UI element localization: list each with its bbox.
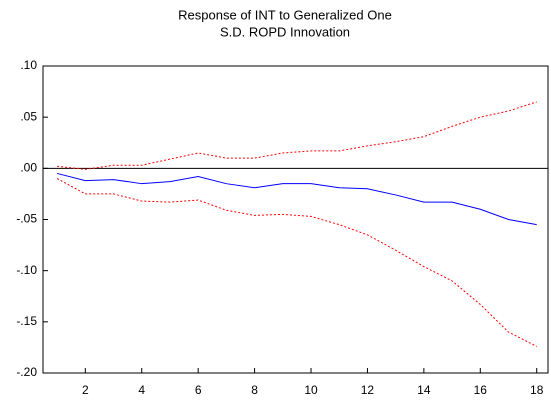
y-tick-label: -.15	[16, 314, 37, 328]
y-tick-label: .05	[20, 109, 37, 123]
y-tick-label: -.20	[16, 365, 37, 379]
x-tick-label: 16	[474, 383, 488, 397]
y-tick-label: .10	[20, 58, 37, 72]
x-tick-label: 4	[138, 383, 145, 397]
y-tick-label: .00	[20, 161, 37, 175]
x-tick-label: 8	[251, 383, 258, 397]
x-tick-label: 12	[361, 383, 375, 397]
y-tick-label: -.05	[16, 212, 37, 226]
y-tick-label: -.10	[16, 263, 37, 277]
series-line	[56, 172, 537, 226]
x-tick-label: 2	[82, 383, 89, 397]
series-line	[57, 101, 537, 170]
x-tick-label: 18	[530, 383, 544, 397]
x-tick-label: 14	[417, 383, 431, 397]
chart-subtitle: S.D. ROPD Innovation	[220, 24, 350, 39]
chart-title: Response of INT to Generalized One	[178, 7, 392, 22]
plot-frame	[42, 65, 549, 374]
x-tick-label: 6	[195, 383, 202, 397]
series-line	[56, 178, 537, 347]
x-tick-label: 10	[304, 383, 318, 397]
